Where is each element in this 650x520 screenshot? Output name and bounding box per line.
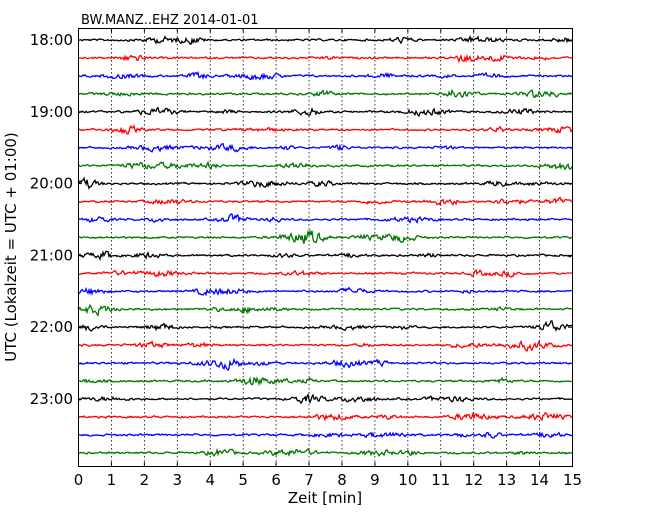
y-tick-label: 18:00 xyxy=(30,31,73,49)
x-tick-label: 6 xyxy=(271,471,281,489)
trace-14 xyxy=(77,268,573,278)
trace-18 xyxy=(77,339,573,352)
x-tick-label: 8 xyxy=(337,471,347,489)
trace-17 xyxy=(77,320,573,332)
trace-24 xyxy=(77,447,573,458)
x-tick-label: 0 xyxy=(74,471,84,489)
y-tick-label: 22:00 xyxy=(30,318,73,336)
x-tick-label: 2 xyxy=(140,471,150,489)
trace-22 xyxy=(77,411,573,422)
x-axis-label: Zeit [min] xyxy=(288,489,362,507)
x-tick-label: 7 xyxy=(304,471,314,489)
x-tick-label: 9 xyxy=(370,471,380,489)
trace-6 xyxy=(77,124,573,135)
trace-15 xyxy=(77,286,573,297)
x-axis: 0 1 2 3 4 5 6 7 8 9 10 11 12 13 14 15 xyxy=(74,28,582,489)
trace-10 xyxy=(77,196,573,207)
x-tick-label: 13 xyxy=(497,471,516,489)
trace-2 xyxy=(77,53,573,64)
x-tick-label: 12 xyxy=(464,471,483,489)
x-tick-label: 5 xyxy=(238,471,248,489)
trace-9 xyxy=(77,176,573,190)
x-tick-label: 10 xyxy=(398,471,417,489)
y-tick-label: 19:00 xyxy=(30,103,73,121)
trace-1 xyxy=(77,34,573,46)
grid-lines xyxy=(111,28,540,466)
x-tick-label: 11 xyxy=(431,471,450,489)
x-tick-label: 14 xyxy=(530,471,549,489)
x-tick-label: 15 xyxy=(563,471,582,489)
y-axis-label: UTC (Lokalzeit = UTC + 01:00) xyxy=(2,132,20,362)
trace-12 xyxy=(77,228,573,244)
trace-23 xyxy=(77,431,573,439)
x-tick-label: 1 xyxy=(107,471,117,489)
x-tick-label: 4 xyxy=(205,471,215,489)
trace-5 xyxy=(77,106,573,118)
y-tick-label: 20:00 xyxy=(30,175,73,193)
trace-20 xyxy=(77,376,573,387)
y-axis: 18:00 19:00 20:00 21:00 22:00 23:00 xyxy=(30,31,572,408)
plot-frame xyxy=(78,28,573,467)
trace-4 xyxy=(77,88,573,98)
y-tick-label: 23:00 xyxy=(30,390,73,408)
trace-3 xyxy=(77,70,573,81)
trace-8 xyxy=(77,160,573,171)
y-tick-label: 21:00 xyxy=(30,246,73,264)
trace-11 xyxy=(77,213,573,224)
x-tick-label: 3 xyxy=(173,471,183,489)
seismogram-traces xyxy=(77,34,573,458)
trace-7 xyxy=(77,142,573,153)
chart-title: BW.MANZ..EHZ 2014-01-01 xyxy=(81,13,259,28)
trace-19 xyxy=(77,357,573,372)
trace-21 xyxy=(77,393,573,405)
trace-13 xyxy=(77,249,573,262)
trace-16 xyxy=(77,303,573,318)
